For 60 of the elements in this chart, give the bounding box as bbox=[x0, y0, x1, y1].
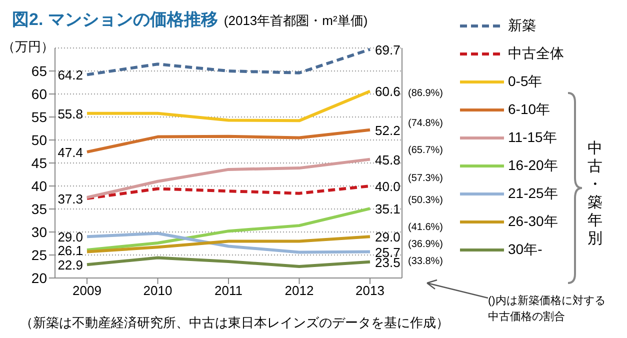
text: (33.8%) bbox=[408, 256, 444, 267]
line-series bbox=[86, 158, 372, 199]
line-series bbox=[86, 232, 372, 254]
text: (86.9%) bbox=[408, 88, 444, 99]
legend-label: 30年- bbox=[508, 241, 542, 259]
chart-subtitle: (2013年首都圏・m²単価) bbox=[224, 13, 368, 28]
text: ()内は新築価格に対する中古価格の割合 bbox=[488, 294, 606, 325]
line-series bbox=[86, 235, 372, 254]
y-tick-label: 30 bbox=[31, 224, 48, 240]
data-label: 69.7 bbox=[375, 42, 400, 58]
y-tick-label: 60 bbox=[31, 86, 48, 102]
legend-label: 中古全体 bbox=[508, 45, 564, 63]
data-label: 47.4 bbox=[58, 144, 83, 160]
legend-label: 新築 bbox=[508, 17, 536, 35]
text: (57.3%) bbox=[408, 173, 444, 184]
legend-label: 11-15年 bbox=[508, 129, 557, 147]
data-label: 64.2 bbox=[58, 68, 83, 83]
data-label: 22.9 bbox=[58, 258, 83, 273]
data-label: 29.0 bbox=[58, 230, 83, 245]
x-tick-label: 2013 bbox=[356, 283, 384, 298]
y-tick-label: 45 bbox=[31, 154, 48, 171]
y-tick-label: 65 bbox=[31, 62, 48, 79]
y-tick-label: 35 bbox=[31, 200, 48, 217]
x-tick-label: 2012 bbox=[284, 283, 314, 298]
y-tick-label: 40 bbox=[31, 178, 48, 194]
data-label: 45.8 bbox=[375, 152, 400, 168]
legend-label: 26-30年 bbox=[508, 213, 558, 231]
line-series bbox=[86, 128, 372, 154]
data-label: 52.2 bbox=[375, 122, 400, 138]
text: （新築は不動産経済研究所、中古は東日本レインズのデータを基に作成） bbox=[20, 314, 449, 332]
chart-title: 図2. マンションの価格推移 bbox=[12, 10, 218, 29]
data-label: 37.3 bbox=[58, 191, 83, 206]
text: (65.7%) bbox=[408, 145, 444, 156]
x-tick-label: 2009 bbox=[72, 283, 102, 298]
legend-label: 21-25年 bbox=[508, 185, 558, 203]
y-tick-label: 25 bbox=[31, 246, 48, 263]
data-label: 29.0 bbox=[375, 230, 400, 245]
line-series bbox=[86, 256, 372, 268]
data-label: 26.1 bbox=[58, 242, 83, 258]
text: (41.6%) bbox=[408, 222, 444, 233]
legend-label: 0-5年 bbox=[508, 73, 542, 91]
text: (36.9%) bbox=[408, 239, 444, 250]
data-label: 35.1 bbox=[375, 202, 400, 217]
y-tick-label: 20 bbox=[31, 270, 48, 286]
data-label: 55.8 bbox=[58, 106, 83, 122]
y-tick-label: 55 bbox=[31, 108, 48, 125]
y-axis-title: （万円） bbox=[2, 38, 54, 56]
legend-label: 6-10年 bbox=[508, 101, 550, 119]
data-label: 60.6 bbox=[375, 84, 400, 100]
text: 中古・築年別 bbox=[586, 140, 604, 248]
x-tick-label: 2011 bbox=[214, 283, 242, 298]
x-tick-label: 2010 bbox=[143, 283, 172, 298]
line-series bbox=[86, 207, 372, 252]
data-label: 40.0 bbox=[375, 179, 400, 194]
legend-label: 16-20年 bbox=[508, 157, 558, 175]
text: (74.8%) bbox=[408, 118, 444, 129]
line-series bbox=[86, 48, 372, 76]
line-series bbox=[86, 90, 372, 122]
y-tick-label: 50 bbox=[31, 132, 48, 148]
text: (50.3%) bbox=[408, 195, 444, 206]
